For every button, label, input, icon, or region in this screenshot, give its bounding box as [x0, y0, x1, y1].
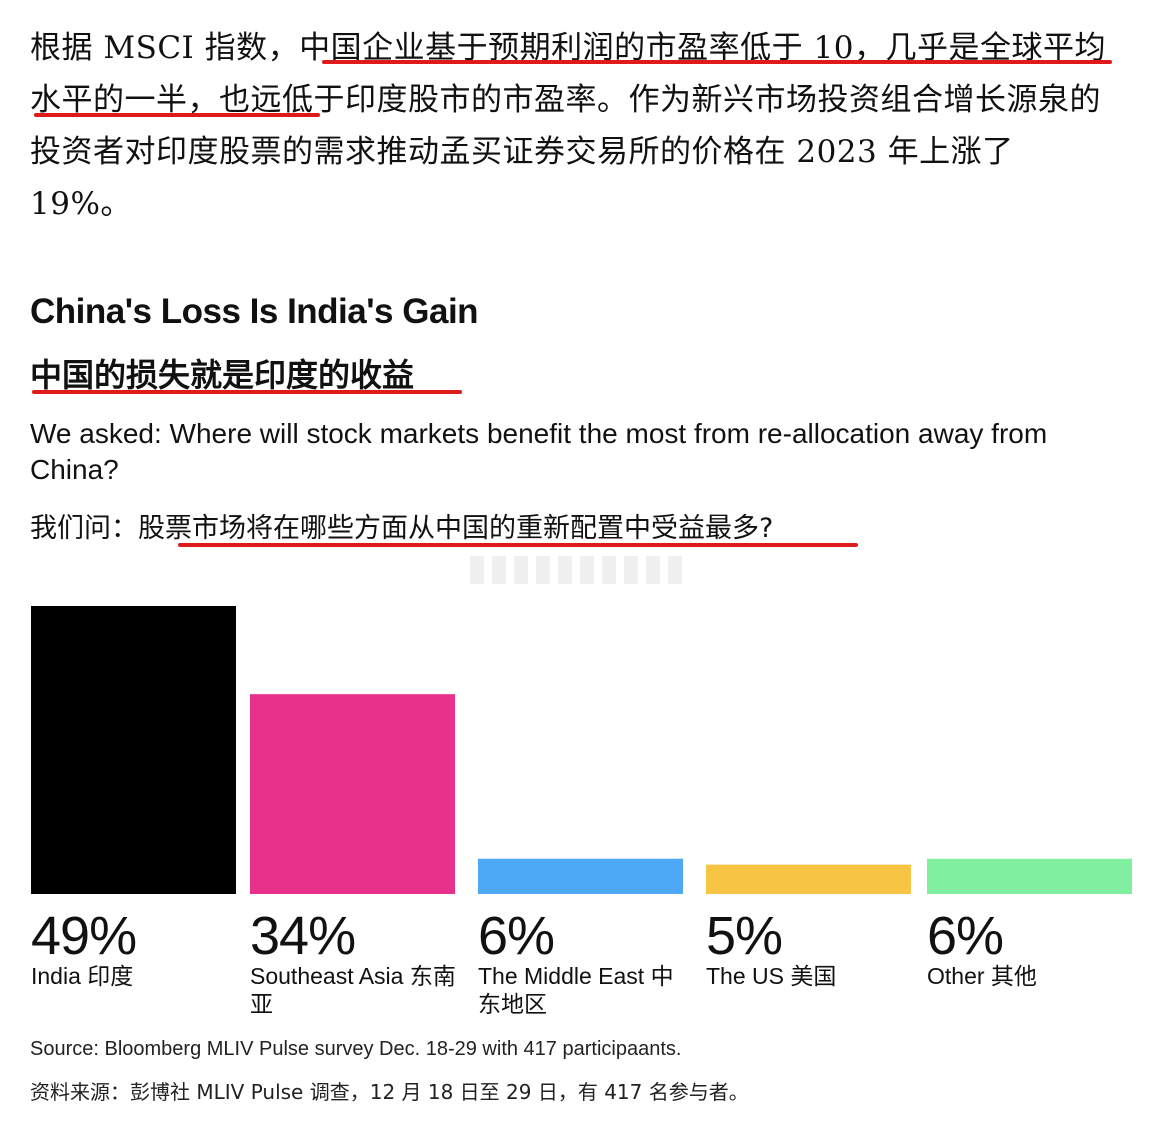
intro-paragraph: 根据 MSCI 指数，中国企业基于预期利润的市盈率低于 10，几乎是全球平均水平… [30, 22, 1120, 230]
bar-0 [31, 606, 236, 894]
category-label-2: The Middle East 中东地区 [478, 963, 674, 1017]
question-zh-suffix: ? [759, 513, 774, 544]
bar-3 [706, 864, 911, 894]
category-label-4: Other 其他 [927, 963, 1037, 989]
value-label-2: 6% [478, 906, 555, 966]
bar-1 [250, 694, 455, 894]
survey-question-zh: 我们问：股票市场将在哪些方面从中国的重新配置中受益最多? [30, 506, 773, 545]
category-label-1: Southeast Asia 东南亚 [250, 963, 456, 1017]
underline-intro-line2 [34, 113, 320, 117]
survey-question: We asked: Where will stock markets benef… [30, 418, 1048, 485]
value-label-3: 5% [706, 906, 783, 966]
value-label-1: 34% [250, 906, 356, 966]
underline-intro-line1 [322, 60, 1112, 64]
chart-title: China's Loss Is India's Gain [30, 292, 479, 331]
intro-text-before: 根据 MSCI 指数， [30, 30, 300, 66]
category-label-3: The US 美国 [706, 963, 837, 989]
bar-2 [478, 858, 683, 894]
source-note-zh: 资料来源：彭博社 MLIV Pulse 调查，12 月 18 日至 29 日，有… [30, 1080, 749, 1104]
bar-4 [927, 858, 1132, 894]
category-label-0: India 印度 [31, 963, 134, 989]
watermark [470, 556, 690, 584]
source-note: Source: Bloomberg MLIV Pulse survey Dec.… [30, 1038, 682, 1060]
intro-text-after: ，也远低于印度股市的市盈率。作为新兴市场投资组合增长源泉的投资者对印度股票的需求… [30, 82, 1101, 222]
bar-chart [31, 606, 1132, 894]
underline-title-zh [32, 390, 462, 394]
question-zh-prefix: 我们问： [30, 513, 138, 544]
value-label-0: 49% [31, 906, 137, 966]
underline-question-zh [178, 543, 858, 547]
question-zh-highlight: 股票市场将在哪些方面从中国的重新配置中受益最多 [138, 513, 759, 544]
value-label-4: 6% [927, 906, 1004, 966]
chart-title-zh: 中国的损失就是印度的收益 [30, 356, 415, 394]
